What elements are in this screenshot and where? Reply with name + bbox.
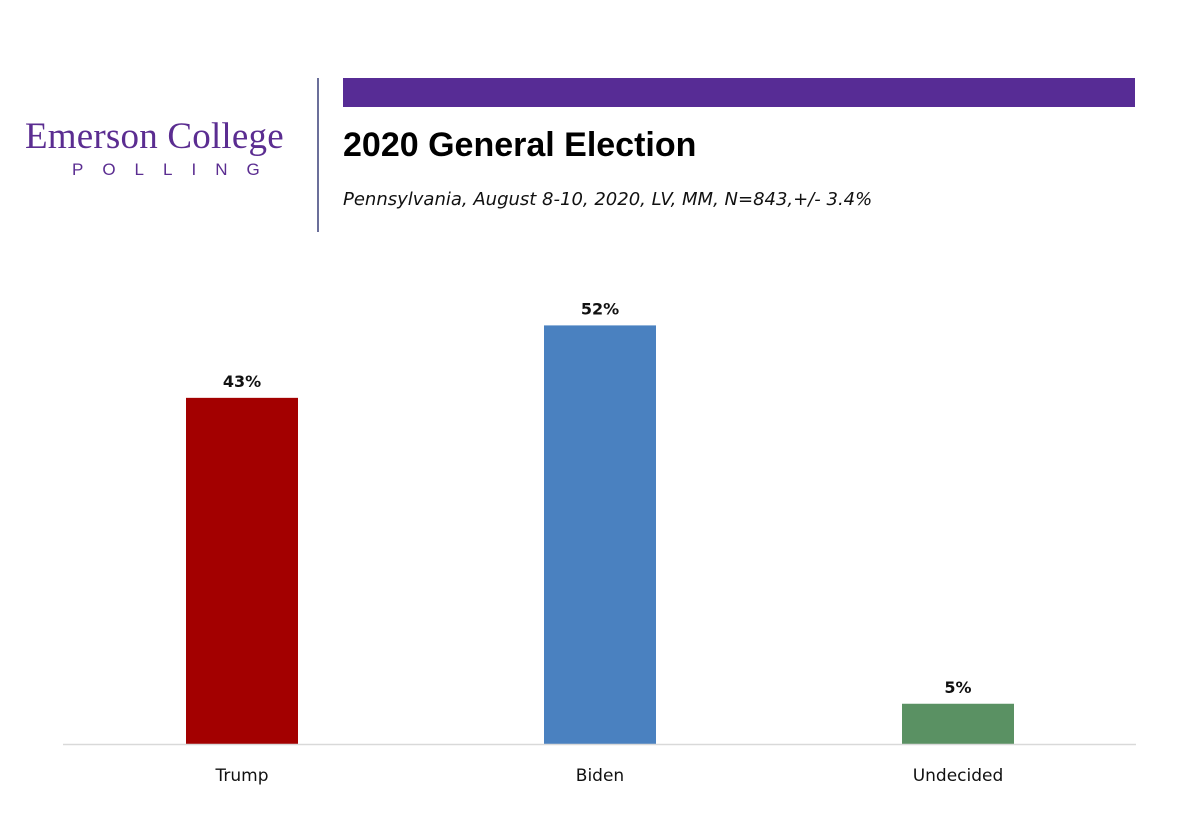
logo-emerson-college: Emerson College [25,116,284,157]
header-divider [317,78,319,232]
bar-biden [544,325,656,744]
header-accent-bar [343,78,1135,107]
chart-title: 2020 General Election [343,126,697,164]
category-label-undecided: Undecided [913,766,1004,786]
bar-trump [186,397,298,744]
chart-subtitle: Pennsylvania, August 8-10, 2020, LV, MM,… [343,189,873,210]
data-label-trump: 43% [223,372,261,391]
data-label-undecided: 5% [944,678,971,697]
category-label-trump: Trump [214,766,268,786]
logo-polling: POLLING [72,160,279,179]
data-label-biden: 52% [581,299,619,318]
bar-undecided [902,703,1014,744]
category-label-biden: Biden [576,766,624,786]
